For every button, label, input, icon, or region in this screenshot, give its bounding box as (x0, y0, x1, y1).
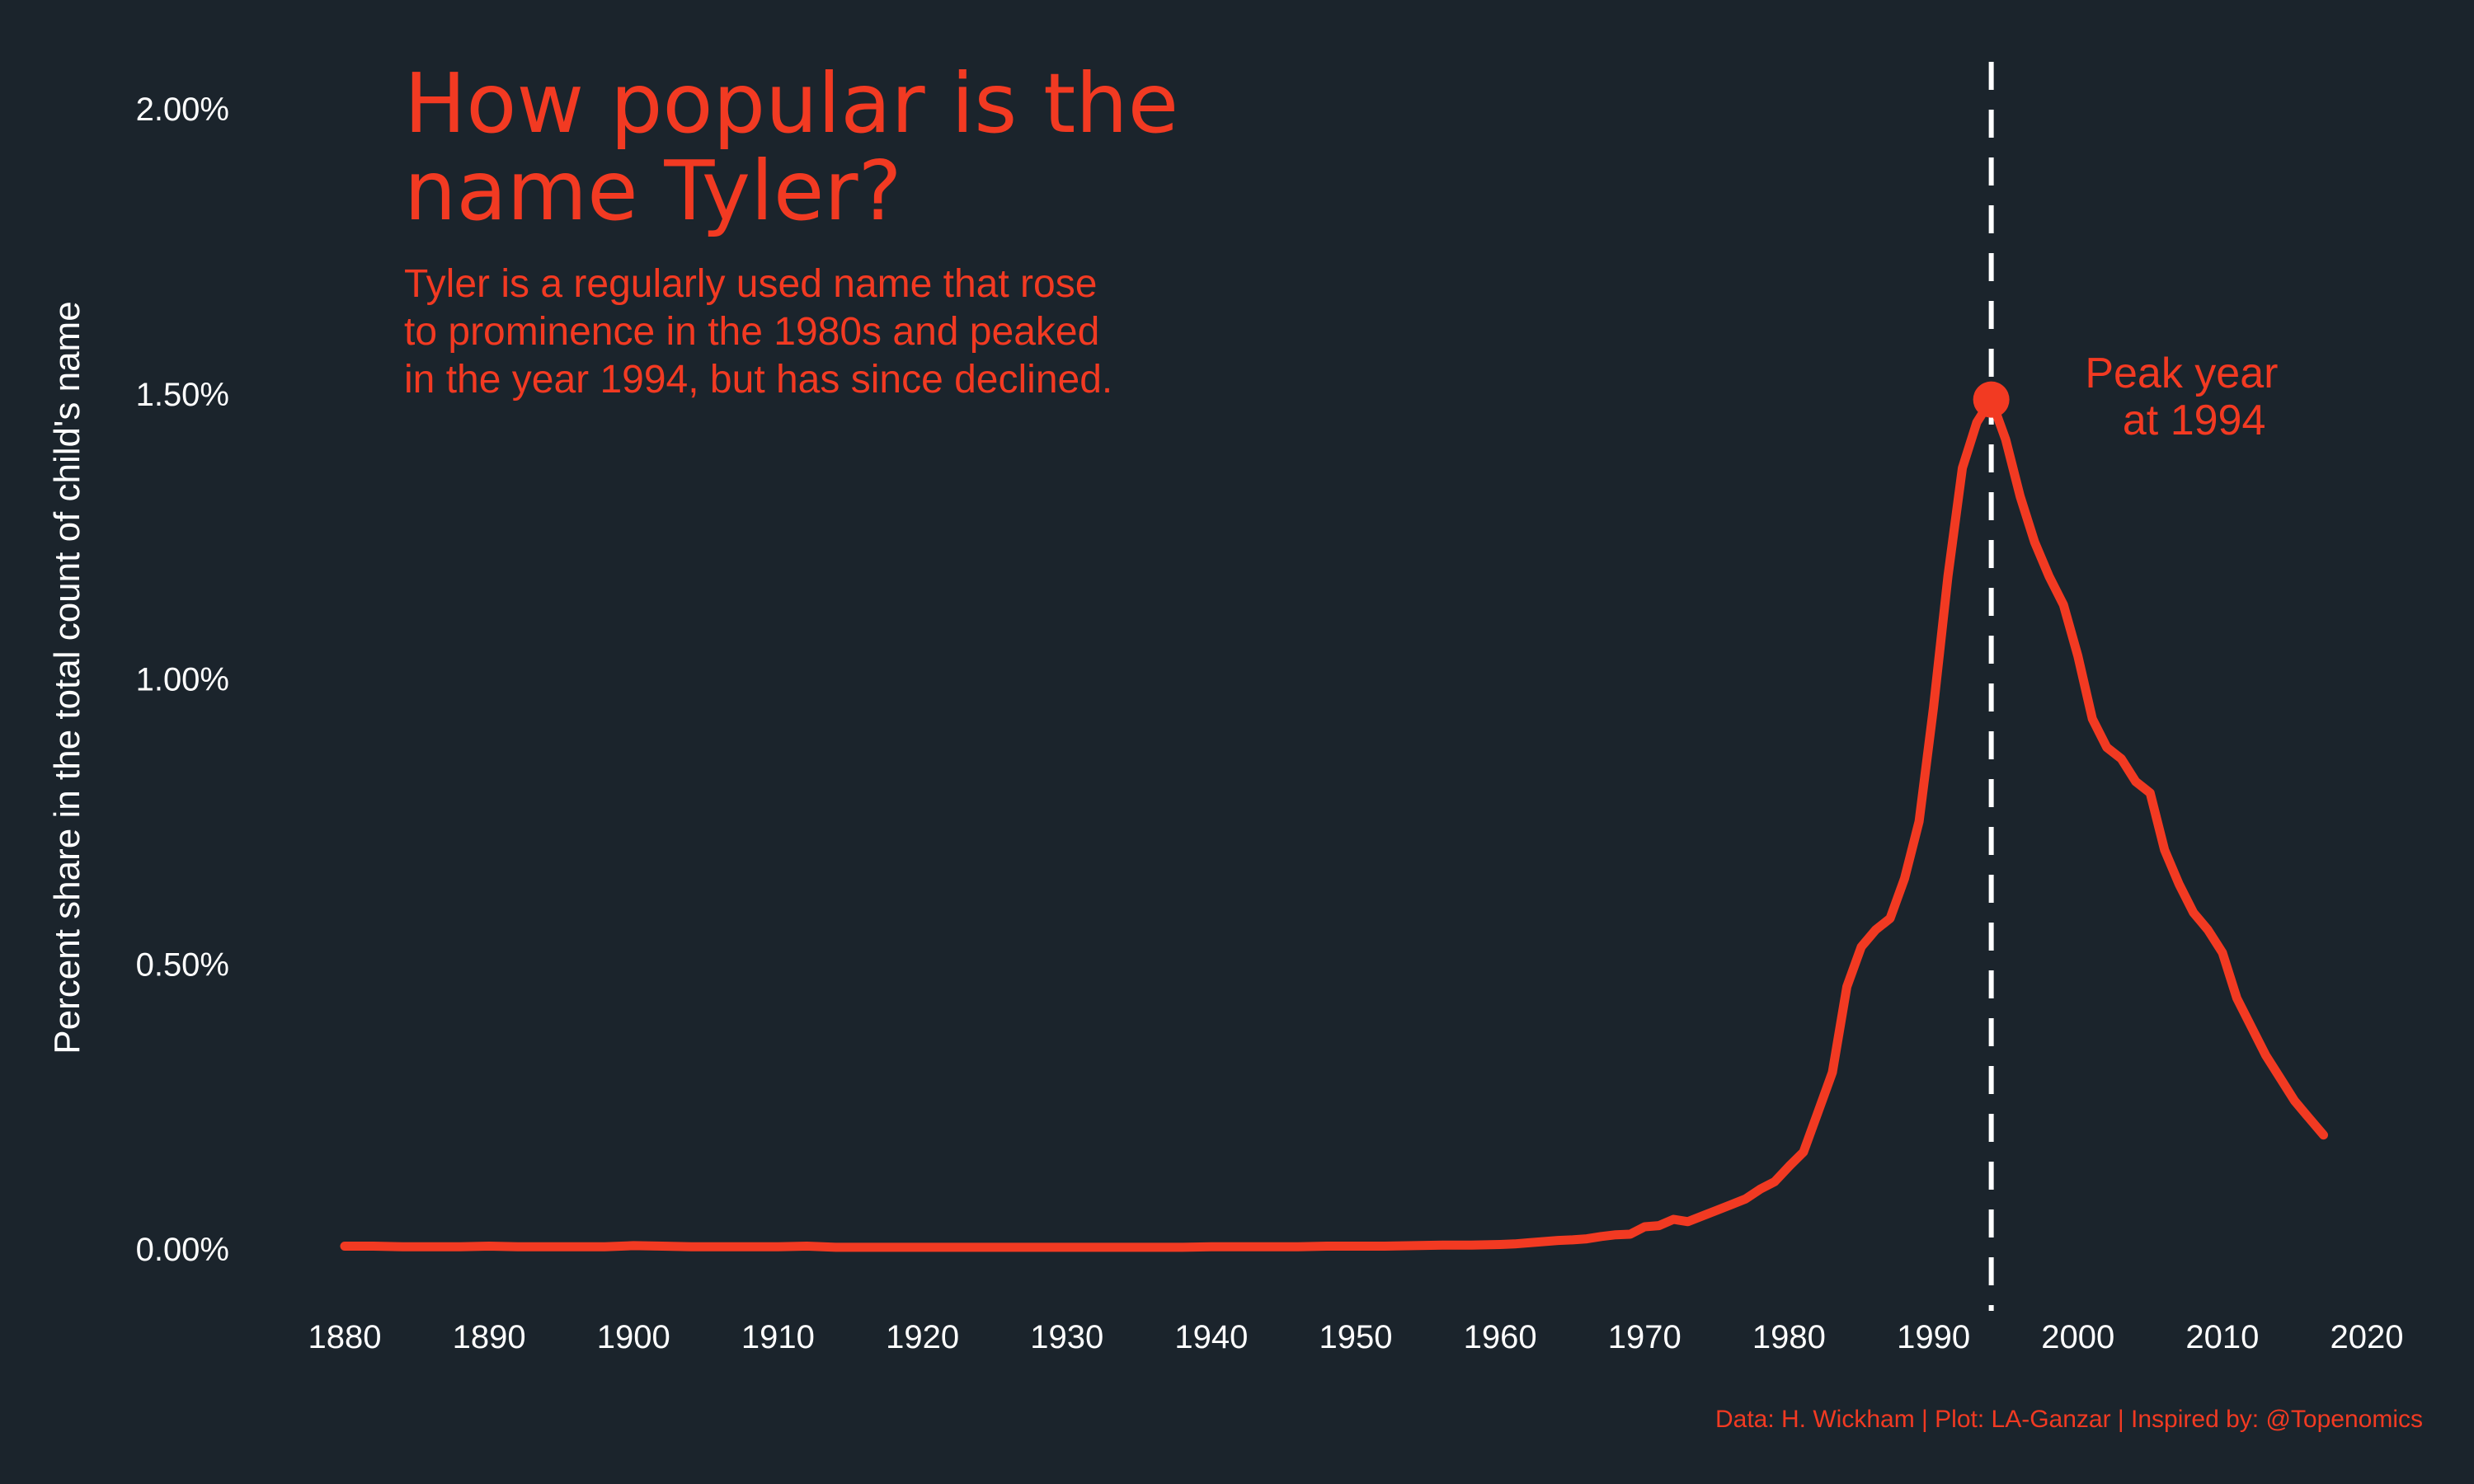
chart-caption: Data: H. Wickham | Plot: LA-Ganzar | Ins… (1715, 1406, 2423, 1433)
peak-point (1973, 381, 2010, 418)
x-tick-label: 1920 (886, 1319, 959, 1355)
x-tick-label: 1890 (453, 1319, 526, 1355)
y-tick-label: 1.50% (136, 377, 229, 413)
x-tick-label: 1940 (1174, 1319, 1248, 1355)
peak-annotation-line-1: Peak year (2085, 350, 2278, 397)
x-tick-label: 1980 (1752, 1319, 1826, 1355)
y-axis-title: Percent share in the total count of chil… (47, 301, 87, 1054)
y-tick-label: 2.00% (136, 92, 229, 128)
x-axis-ticks: 1880 1890 1900 1910 1920 1930 1940 1950 1960 1970… (308, 1319, 2404, 1355)
x-tick-label: 1990 (1897, 1319, 1970, 1355)
x-tick-label: 2020 (2331, 1319, 2404, 1355)
chart-title-line-1: How popular is the (404, 55, 1178, 152)
peak-annotation-line-2: at 1994 (2123, 397, 2266, 444)
x-tick-label: 2000 (2041, 1319, 2114, 1355)
chart-title: How popular is the name Tyler? (404, 55, 1205, 239)
y-tick-label: 1.00% (136, 662, 229, 698)
y-tick-label: 0.00% (136, 1232, 229, 1268)
chart-subtitle-line-1: Tyler is a regularly used name that rose (404, 262, 1097, 306)
x-tick-label: 1930 (1030, 1319, 1103, 1355)
chart-subtitle-line-3: in the year 1994, but has since declined… (404, 358, 1112, 402)
chart-title-line-2: name Tyler? (404, 143, 902, 239)
x-tick-label: 1910 (741, 1319, 815, 1355)
x-tick-label: 1970 (1608, 1319, 1681, 1355)
y-axis-ticks: 0.00% 0.50% 1.00% 1.50% 2.00% (136, 92, 229, 1268)
x-tick-label: 1960 (1464, 1319, 1537, 1355)
x-tick-label: 1900 (597, 1319, 670, 1355)
chart-subtitle-line-2: to prominence in the 1980s and peaked (404, 310, 1099, 354)
series-line-tyler (340, 395, 2328, 1252)
x-tick-label: 1950 (1319, 1319, 1393, 1355)
y-tick-label: 0.50% (136, 946, 229, 983)
chart-subtitle: Tyler is a regularly used name that rose… (404, 262, 1112, 402)
peak-annotation: Peak year at 1994 (2085, 350, 2290, 444)
x-tick-label: 1880 (308, 1319, 382, 1355)
x-tick-label: 2010 (2185, 1319, 2259, 1355)
